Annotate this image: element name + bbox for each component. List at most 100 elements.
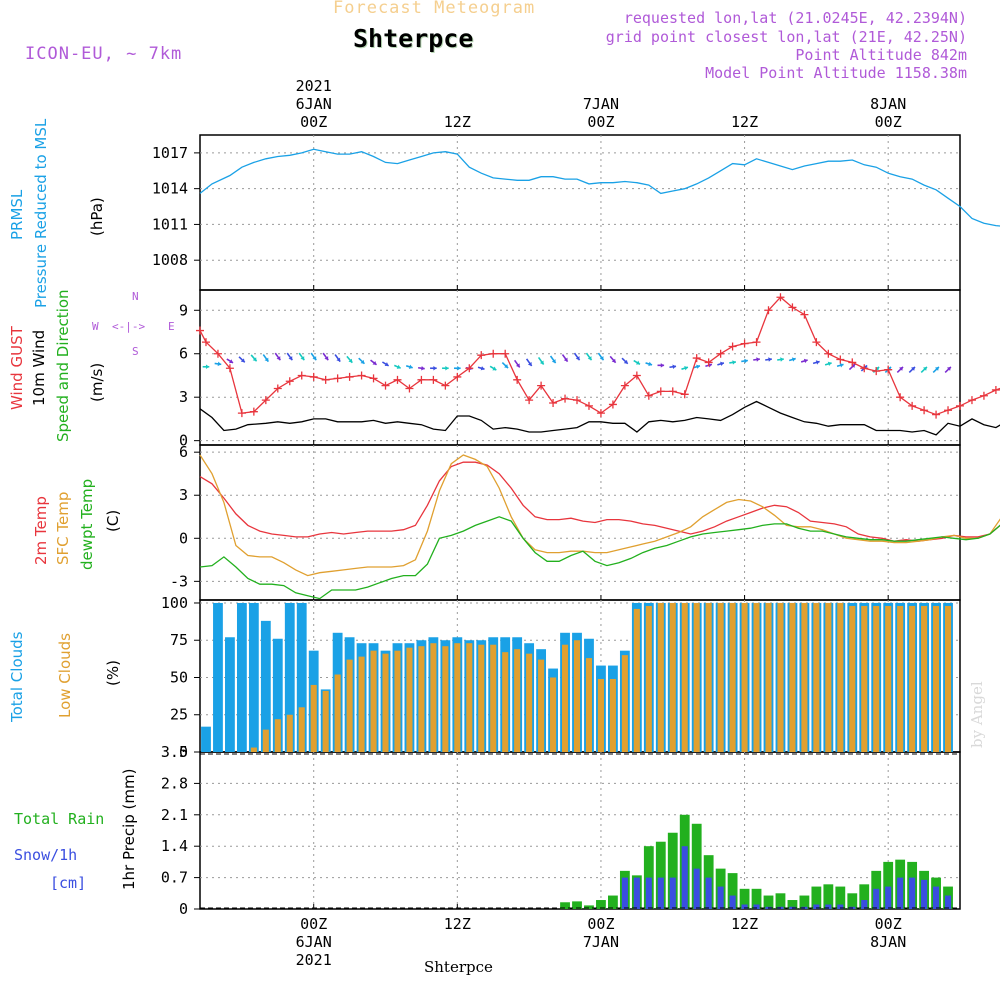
wind-arrow-head (623, 359, 628, 364)
gust-marker (656, 387, 665, 396)
gust-marker (932, 410, 941, 419)
precip-bar-snow-1h (657, 877, 664, 909)
wind-arrow-head (252, 357, 257, 362)
clouds-bar-low-clouds (394, 650, 401, 752)
clouds-bar-low-clouds (406, 647, 413, 752)
clouds-bar-low-clouds (861, 605, 868, 752)
gust-marker (525, 396, 534, 405)
precip-bar-snow-1h (861, 900, 868, 909)
clouds-bar-low-clouds (322, 690, 329, 752)
clouds-bar-low-clouds (897, 605, 904, 752)
wind-arrow-head (276, 356, 281, 361)
clouds-bar-low-clouds (609, 678, 616, 752)
gust-marker (680, 390, 689, 399)
temp-ytick-label: 3 (179, 486, 188, 504)
gust-marker (417, 375, 426, 384)
wind-arrow-head (408, 364, 413, 369)
precip-bar-snow-1h (813, 904, 820, 909)
clouds-bar-low-clouds (849, 605, 856, 752)
precip-bar-total-rain (572, 901, 582, 909)
gust-marker (944, 406, 953, 415)
clouds-bar-total-clouds (296, 602, 307, 752)
wind-arrow-head (480, 366, 485, 371)
clouds-bar-low-clouds (885, 605, 892, 752)
model-altitude: Model Point Altitude 1158.38m (705, 64, 967, 82)
wind-arrow-head (827, 361, 832, 367)
wind-arrow-head (839, 363, 844, 368)
temp-series-sfc-temp (199, 454, 1000, 577)
gust-marker (716, 349, 725, 358)
precip-bar-total-rain (835, 886, 846, 909)
wind-arrow-head (732, 360, 736, 365)
precip-bar-total-rain (560, 902, 570, 909)
wind-arrow-head (217, 361, 222, 367)
clouds-bar-low-clouds (597, 678, 604, 752)
top-time-label: 00Z (875, 113, 902, 131)
gust-marker (812, 338, 821, 347)
wind-arrow-head (240, 358, 245, 363)
wind-arrow-head (791, 357, 796, 362)
precip-bar-snow-1h (909, 877, 916, 909)
wind-arrow-head (312, 356, 317, 361)
precip-bar-total-rain (811, 886, 822, 909)
clouds-bar-low-clouds (813, 602, 820, 752)
clouds-ytick-label: 50 (170, 668, 188, 686)
gust-marker (249, 407, 258, 416)
gust-marker (297, 371, 306, 380)
clouds-ytick-label: 25 (170, 706, 188, 724)
clouds-bar-low-clouds (274, 719, 281, 752)
bottom-time-label: 12Z (731, 915, 758, 933)
temp-ytick-label: 6 (179, 443, 188, 461)
precip-bar-snow-1h (885, 886, 892, 909)
gust-marker (860, 364, 869, 373)
wind-arrow-head (575, 356, 580, 361)
wind-arrow-head (648, 361, 653, 367)
wind-arrow-head (515, 363, 520, 368)
clouds-bar-low-clouds (944, 605, 952, 752)
precip-bar-total-rain (787, 900, 798, 909)
model-label: ICON-EU, ~ 7km (25, 44, 183, 64)
clouds-bar-low-clouds (478, 644, 485, 752)
clouds-bar-total-clouds (201, 726, 211, 752)
gust-marker (273, 384, 282, 393)
clouds-bar-low-clouds (681, 602, 688, 752)
top-time-label: 12Z (731, 113, 758, 131)
precip-bar-total-rain (763, 895, 774, 909)
compass-n: N (132, 290, 139, 303)
gust-marker (668, 387, 677, 396)
wind-arrow-head (611, 358, 616, 363)
clouds-bar-low-clouds (538, 659, 545, 752)
clouds-ytick-label: 100 (161, 594, 188, 612)
clouds-bar-low-clouds (825, 602, 832, 752)
clouds-bar-low-clouds (801, 602, 808, 752)
wind-arrow-head (492, 366, 497, 371)
precip-bar-total-rain (667, 832, 678, 909)
gust-marker (261, 396, 270, 405)
clouds-bar-low-clouds (837, 602, 844, 752)
precip-bar-total-rain (608, 895, 618, 909)
top-time-label: 12Z (444, 113, 471, 131)
wind-arrow-head (934, 366, 939, 371)
clouds-bar-low-clouds (286, 714, 293, 752)
gust-marker (213, 349, 222, 358)
precip-bar-snow-1h (873, 888, 880, 909)
clouds-bar-low-clouds (358, 656, 365, 752)
gust-marker (620, 381, 629, 390)
wind-arrow-head (587, 356, 592, 361)
clouds-bar-low-clouds (561, 644, 569, 752)
wind-arrow-head (372, 360, 377, 365)
precip-bar-snow-1h (729, 895, 736, 909)
gust-marker (225, 364, 234, 373)
wind-arrow-head (899, 366, 904, 371)
bottom-time-label: 12Z (444, 915, 471, 933)
wind-arrow-head (672, 364, 677, 370)
gust-marker (872, 367, 881, 376)
gust-marker (836, 355, 845, 364)
precip-bar-snow-1h (645, 877, 652, 909)
clouds-bar-total-clouds (213, 602, 223, 752)
precip-bar-total-rain (655, 841, 666, 909)
pressure-frame (199, 134, 961, 291)
clouds-bar-low-clouds (693, 602, 700, 752)
precip-bar-snow-1h (753, 904, 760, 909)
